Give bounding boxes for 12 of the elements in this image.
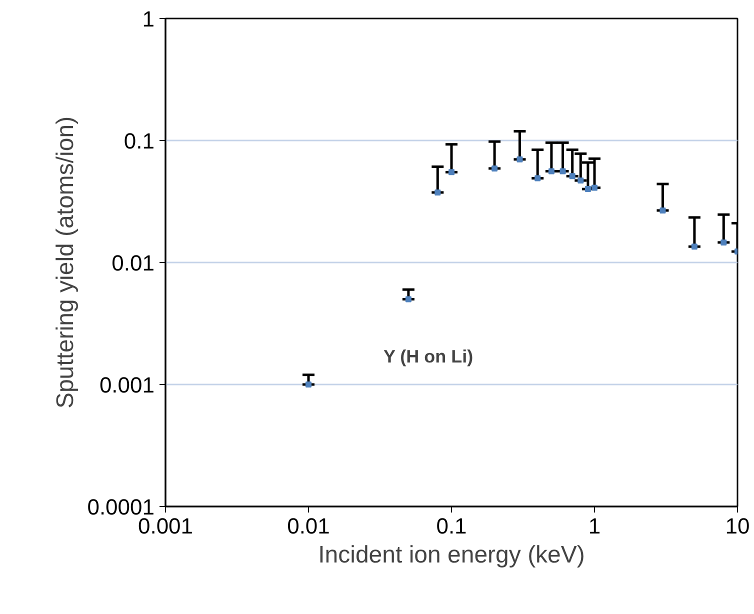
- x-tick-label: 0.01: [287, 514, 330, 538]
- y-tick-label: 0.1: [124, 128, 155, 154]
- x-tick-label: 1: [588, 514, 601, 538]
- x-axis-title: Incident ion energy (keV): [318, 542, 585, 568]
- y-tick-label: 1: [142, 6, 155, 32]
- x-tick-label: 10: [725, 514, 750, 538]
- y-axis-title: Sputtering yield (atoms/ion): [52, 116, 80, 409]
- y-tick-label: 0.01: [112, 250, 155, 276]
- y-tick-label: 0.0001: [87, 494, 155, 520]
- x-tick-label: 0.1: [436, 514, 467, 538]
- annotation: Y (H on Li): [384, 346, 474, 366]
- y-tick-label: 0.001: [99, 372, 155, 398]
